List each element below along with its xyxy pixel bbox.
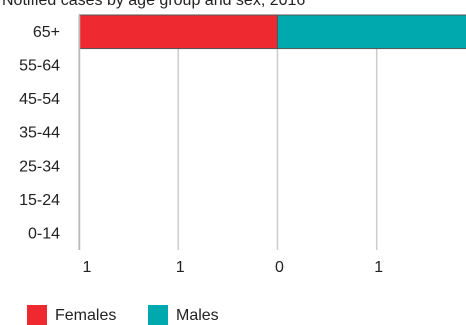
- bar: [79, 14, 278, 50]
- x-tick-label: 1: [374, 259, 383, 276]
- y-tick-label: 65+: [33, 24, 60, 41]
- chart-title: Notified cases by age group and sex, 201…: [2, 0, 305, 9]
- y-tick-label: 0-14: [28, 225, 60, 242]
- y-tick-label: 15-24: [19, 192, 60, 209]
- y-tick-label: 55-64: [19, 58, 60, 75]
- y-tick-label: 45-54: [19, 91, 60, 108]
- x-tick-label: 1: [83, 259, 92, 276]
- x-tick-label: 1: [176, 259, 185, 276]
- legend-label: Females: [55, 307, 116, 324]
- grid: [78, 15, 378, 250]
- bars: [79, 14, 466, 50]
- legend-swatch: [148, 305, 168, 325]
- x-tick-label: 0: [275, 259, 284, 276]
- y-tick-label: 25-34: [19, 158, 60, 175]
- bar: [276, 14, 466, 50]
- y-tick-label: 35-44: [19, 125, 60, 142]
- legend-swatch: [27, 305, 47, 325]
- legend-label: Males: [176, 307, 219, 324]
